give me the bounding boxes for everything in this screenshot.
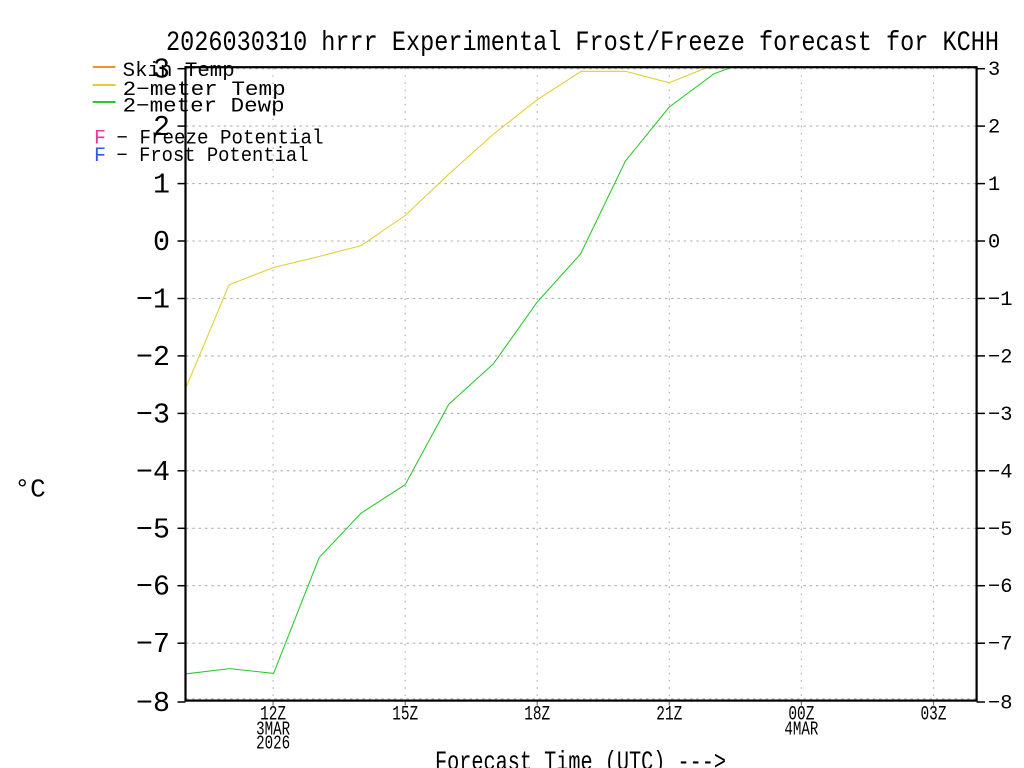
svg-text:2−meter Temp: 2−meter Temp — [123, 79, 286, 102]
svg-text:3: 3 — [153, 55, 170, 87]
svg-text:−5: −5 — [988, 519, 1012, 542]
svg-text:15Z: 15Z — [392, 704, 418, 727]
svg-text:3: 3 — [988, 59, 1000, 82]
svg-text:3MAR: 3MAR — [256, 719, 290, 741]
svg-text:−1: −1 — [988, 289, 1012, 312]
svg-text:°C: °C — [15, 475, 46, 505]
svg-text:00Z: 00Z — [788, 704, 814, 727]
svg-text:2026: 2026 — [256, 733, 290, 755]
svg-text:−4: −4 — [136, 457, 170, 489]
svg-text:−5: −5 — [136, 514, 170, 546]
svg-text:4MAR: 4MAR — [784, 719, 818, 741]
svg-text:−7: −7 — [988, 634, 1012, 657]
svg-text:18Z: 18Z — [524, 704, 550, 727]
svg-text:1: 1 — [988, 174, 1000, 197]
svg-text:−3: −3 — [136, 399, 170, 431]
svg-text:−2: −2 — [988, 346, 1012, 369]
svg-text:−2: −2 — [136, 342, 170, 374]
svg-text:21Z: 21Z — [656, 704, 682, 727]
svg-text:0: 0 — [153, 227, 170, 259]
svg-text:Forecast Time (UTC) --->: Forecast Time (UTC) ---> — [435, 749, 726, 768]
svg-text:−8: −8 — [988, 693, 1012, 716]
svg-text:F: F — [94, 128, 106, 151]
svg-text:2: 2 — [988, 117, 1000, 140]
svg-text:0: 0 — [988, 232, 1000, 255]
svg-text:2026030310 hrrr Experimental F: 2026030310 hrrr Experimental Frost/Freez… — [166, 28, 999, 59]
svg-text:−8: −8 — [136, 688, 170, 720]
svg-text:1: 1 — [153, 170, 170, 202]
svg-text:03Z: 03Z — [921, 704, 947, 727]
svg-text:12Z: 12Z — [260, 704, 286, 727]
svg-text:−6: −6 — [988, 576, 1012, 599]
svg-text:− Frost Potential: − Frost Potential — [117, 145, 309, 168]
svg-text:2: 2 — [153, 112, 170, 144]
svg-text:−4: −4 — [988, 461, 1012, 484]
svg-text:−6: −6 — [136, 572, 170, 604]
svg-text:−3: −3 — [988, 404, 1012, 427]
svg-text:−1: −1 — [136, 285, 170, 317]
svg-text:Skin Temp: Skin Temp — [123, 60, 235, 83]
svg-text:−7: −7 — [136, 629, 170, 661]
svg-text:2−meter Dewp: 2−meter Dewp — [123, 96, 285, 119]
svg-text:F: F — [94, 145, 106, 168]
svg-text:− Freeze Potential: − Freeze Potential — [117, 128, 324, 151]
